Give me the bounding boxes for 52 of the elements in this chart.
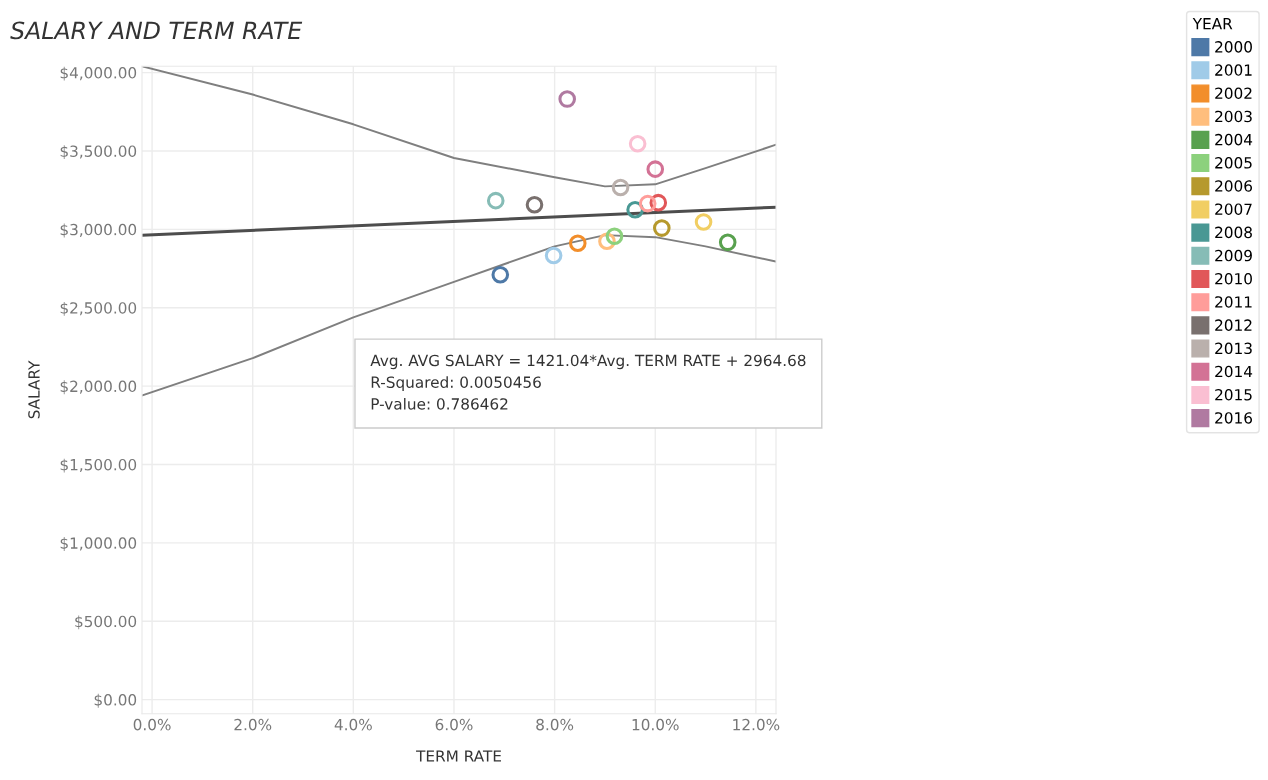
legend-label: 2004 [1215, 133, 1253, 146]
point [558, 90, 577, 108]
y-tick-label: $0.00 [94, 693, 137, 708]
legend-label: 2016 [1215, 412, 1253, 424]
legend-label: 2011 [1215, 296, 1252, 308]
legend-label: 2012 [1215, 319, 1252, 331]
point [628, 134, 647, 153]
point [694, 213, 713, 231]
y-tick-label: $3,000.00 [60, 223, 137, 238]
y-tick-label: $500.00 [75, 615, 137, 630]
x-tick-label: 10.0% [632, 718, 679, 731]
legend-label: 2001 [1215, 64, 1252, 76]
chart-title: SALARY AND TERM RATE [10, 21, 303, 40]
point [525, 195, 544, 214]
point [718, 233, 737, 252]
x-tick-label: 0.0% [133, 718, 171, 731]
point [638, 194, 657, 213]
x-axis-title: TERM RATE [416, 750, 501, 762]
legend-label: 2009 [1215, 249, 1252, 262]
legend-label: 2002 [1215, 87, 1252, 100]
point [544, 246, 563, 265]
legend-label: 2010 [1215, 273, 1252, 285]
legend-label: 2013 [1215, 342, 1252, 355]
point [611, 178, 630, 197]
legend-label: 2007 [1215, 203, 1252, 215]
point [486, 191, 505, 210]
legend-label: 2015 [1215, 388, 1252, 401]
y-tick-label: $2,500.00 [60, 301, 137, 316]
point [568, 234, 587, 253]
legend-label: 2005 [1215, 157, 1252, 169]
point [491, 265, 510, 284]
x-tick-label: 12.0% [733, 718, 780, 731]
point [652, 219, 671, 237]
annotation: Avg. AVG SALARY = 1421.04*Avg. TERM RATE + 2964.68 R-Squared: 0.0050456 P-value: 0.786462 [370, 354, 806, 410]
y-tick-label: $4,000.00 [60, 66, 137, 81]
y-tick-label: $2,000.00 [60, 380, 137, 395]
x-tick-label: 4.0% [334, 718, 372, 731]
legend-label: 2003 [1215, 110, 1252, 123]
legend-label: 2000 [1215, 41, 1252, 53]
point [646, 160, 665, 178]
y-tick-label: $1,500.00 [60, 458, 137, 473]
legend-label: 2006 [1215, 180, 1253, 192]
legend-label: 2008 [1215, 226, 1252, 239]
x-tick-label: 8.0% [536, 718, 574, 731]
y-tick-label: $3,500.00 [60, 145, 137, 159]
point [605, 227, 624, 246]
x-tick-label: 2.0% [234, 718, 272, 731]
legend-label: 2014 [1215, 365, 1253, 378]
y-axis-title: SALARY [28, 360, 40, 419]
legend-title: YEAR [1192, 18, 1233, 30]
y-tick-label: $1,000.00 [60, 537, 137, 551]
x-tick-label: 6.0% [435, 718, 473, 731]
